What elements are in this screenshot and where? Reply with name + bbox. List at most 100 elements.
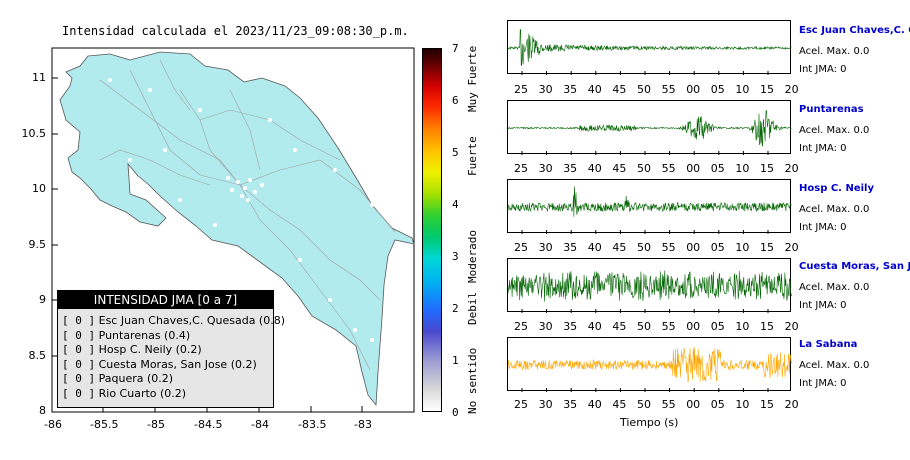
time-tick-label: 05 — [710, 320, 725, 333]
time-tick-label: 20 — [784, 162, 799, 175]
time-tick-label: 50 — [637, 162, 651, 175]
time-axis-label: Tiempo (s) — [620, 416, 679, 429]
colorbar-label: Fuerte — [466, 136, 479, 176]
time-tick-label: 00 — [686, 320, 701, 333]
time-tick-label: 05 — [710, 162, 725, 175]
map-x-axis: -86 -85.5 -85 -84.5 -84 -83.5 -83 — [38, 418, 398, 432]
time-tick-label: 10 — [735, 398, 750, 411]
waveform-trace — [508, 110, 792, 155]
colorbar-tick: 5 — [452, 146, 459, 159]
legend-item: [ 0 ] Esc Juan Chaves,C. Quesada (0.8) — [58, 314, 285, 329]
station-name: Puntarenas — [799, 104, 864, 115]
time-tick-label: 20 — [784, 241, 799, 254]
station-acel: Acel. Max. 0.0 — [799, 360, 870, 371]
colorbar-tick: 0 — [452, 406, 459, 419]
time-tick-label: 30 — [538, 398, 553, 411]
time-tick-label: 15 — [760, 320, 774, 333]
time-tick-label: 25 — [514, 241, 528, 254]
time-tick-label: 55 — [661, 320, 676, 333]
time-tick-label: 10 — [735, 320, 750, 333]
colorbar-tick: 7 — [452, 42, 459, 55]
station-int: Int JMA: 0 — [799, 143, 847, 154]
legend-item: [ 0 ] Paquera (0.2) — [58, 372, 273, 387]
time-tick-label: 40 — [587, 398, 602, 411]
map-title: Intensidad calculada el 2023/11/23_09:08… — [62, 24, 409, 38]
time-tick-label: 15 — [760, 83, 774, 96]
colorbar-tick: 2 — [452, 302, 459, 315]
time-tick-label: 35 — [563, 398, 578, 411]
time-tick-label: 55 — [661, 83, 676, 96]
time-tick-label: 20 — [784, 320, 799, 333]
legend-value: [ 0 ] — [62, 314, 96, 327]
costa-rica-land — [59, 51, 415, 407]
legend-value: [ 0 ] — [62, 328, 96, 342]
time-tick-label: 40 — [587, 162, 602, 175]
x-tick-label: -86 — [44, 418, 62, 431]
waveform-panel-1 — [507, 20, 792, 75]
time-tick-label: 50 — [637, 398, 651, 411]
time-tick-label: 05 — [710, 398, 725, 411]
time-tick-label: 20 — [784, 83, 799, 96]
legend-item: [ 0 ] Hosp C. Neily (0.2) — [58, 343, 273, 358]
waveform-time-ticks: 25 30 35 40 45 50 55 00 05 10 15 20 — [507, 162, 799, 176]
y-tick-label: 10 — [32, 182, 46, 195]
legend-value: [ 0 ] — [62, 343, 96, 357]
time-tick-label: 40 — [587, 83, 602, 96]
station-name: Cuesta Moras, San Jose — [799, 261, 910, 272]
x-tick-label: -83 — [354, 418, 372, 431]
time-tick-label: 15 — [760, 241, 774, 254]
time-tick-label: 45 — [612, 398, 627, 411]
station-acel: Acel. Max. 0.0 — [799, 46, 870, 57]
time-tick-label: 30 — [538, 241, 553, 254]
time-tick-label: 35 — [563, 320, 578, 333]
time-tick-label: 15 — [760, 398, 774, 411]
time-tick-label: 00 — [686, 162, 701, 175]
colorbar-label: No sentido — [466, 347, 479, 414]
y-tick-label: 8 — [39, 404, 46, 417]
y-tick-label: 11 — [32, 71, 46, 84]
time-tick-label: 25 — [514, 398, 528, 411]
time-tick-label: 30 — [538, 320, 553, 333]
time-tick-label: 05 — [710, 83, 725, 96]
x-tick-label: -84 — [251, 418, 269, 431]
time-tick-label: 25 — [514, 162, 528, 175]
waveform-time-ticks: 25 30 35 40 45 50 55 00 05 10 15 20 — [507, 320, 799, 334]
station-dots — [108, 78, 374, 342]
legend-label: Rio Cuarto (0.2) — [98, 386, 187, 400]
time-tick-label: 50 — [637, 320, 651, 333]
colorbar-tick: 1 — [452, 354, 459, 367]
waveform-trace — [508, 29, 792, 75]
legend-label: Paquera (0.2) — [98, 372, 174, 386]
y-tick-label: 10.5 — [21, 127, 47, 140]
waveform-trace — [508, 347, 792, 392]
colorbar-tick: 3 — [452, 250, 459, 263]
time-tick-label: 35 — [563, 241, 578, 254]
legend-value: [ 0 ] — [62, 357, 96, 371]
time-tick-label: 05 — [710, 241, 725, 254]
legend-label: Hosp C. Neily (0.2) — [98, 343, 202, 357]
time-tick-label: 55 — [661, 241, 676, 254]
x-tick-label: -85.5 — [90, 418, 119, 431]
time-tick-label: 35 — [563, 162, 578, 175]
time-tick-label: 10 — [735, 162, 750, 175]
waveform-line — [508, 29, 792, 66]
time-tick-label: 35 — [563, 83, 578, 96]
waveform-line — [508, 347, 792, 383]
map-y-axis: 11 10.5 10 9.5 9 8.5 8 — [4, 70, 47, 420]
time-tick-label: 00 — [686, 241, 701, 254]
station-acel: Acel. Max. 0.0 — [799, 125, 870, 136]
legend-label: Esc Juan Chaves,C. Quesada (0.8) — [98, 314, 286, 327]
waveform-line — [508, 186, 792, 217]
station-name: Hosp C. Neily — [799, 183, 874, 194]
colorbar-label: Debil — [466, 291, 479, 325]
x-tick-label: -85 — [147, 418, 165, 431]
legend-value: [ 0 ] — [62, 372, 96, 386]
colorbar-tick: 6 — [452, 94, 459, 107]
waveform-time-ticks: 25 30 35 40 45 50 55 00 05 10 15 20 — [507, 241, 799, 255]
time-tick-label: 50 — [637, 83, 651, 96]
x-tick-label: -83.5 — [298, 418, 327, 431]
station-int: Int JMA: 0 — [799, 378, 847, 389]
time-tick-label: 25 — [514, 320, 528, 333]
time-tick-label: 20 — [784, 398, 799, 411]
time-tick-label: 40 — [587, 241, 602, 254]
